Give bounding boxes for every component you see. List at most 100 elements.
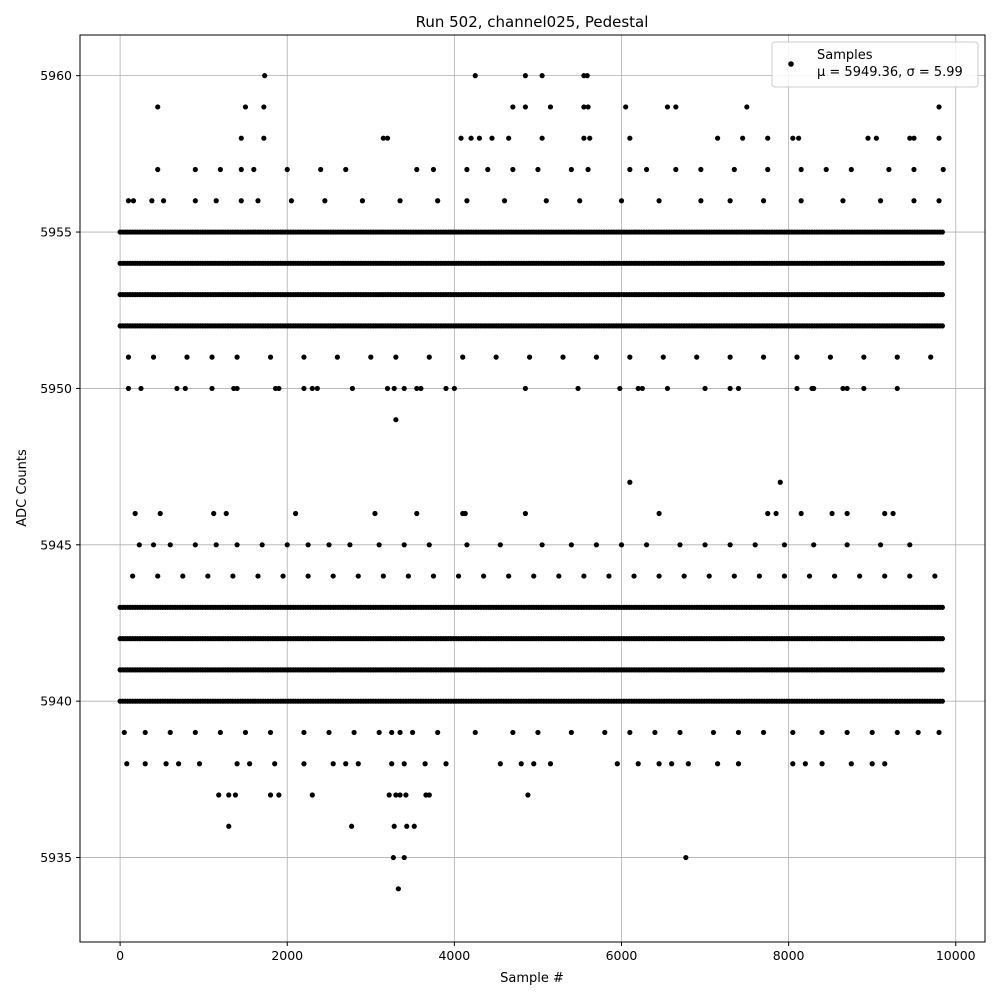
data-point [376,729,382,736]
data-point [844,542,850,548]
data-point [740,135,746,141]
data-point [882,761,888,767]
data-point [627,135,633,141]
sample-band [117,323,945,329]
data-point [343,166,349,173]
data-point [539,73,545,79]
data-point [242,104,249,110]
data-point [907,542,913,548]
data-point [907,135,913,141]
data-point [522,510,528,517]
data-point [731,166,737,173]
data-point [223,510,229,517]
data-point [639,385,645,392]
data-point [890,510,896,517]
data-point [526,354,533,360]
data-point [735,761,742,767]
data-point [940,166,946,173]
data-point [205,573,211,579]
data-point [698,166,704,173]
data-point [397,729,403,736]
data-point [426,354,432,360]
data-point [585,104,591,110]
data-point [149,198,155,204]
data-point [894,385,900,392]
data-point [255,198,261,204]
data-point [348,823,355,829]
data-point [174,385,180,392]
data-point [238,198,244,204]
data-point [124,761,130,767]
data-point [301,729,307,736]
data-point [694,354,700,360]
data-point [391,385,397,392]
data-point [727,354,733,360]
data-point [673,104,679,110]
data-point [443,761,449,767]
data-point [669,761,675,767]
data-point [882,510,888,517]
data-point [656,761,662,767]
data-point [727,198,733,204]
data-point [462,510,468,517]
data-point [460,354,466,360]
data-point [683,854,689,861]
data-point [262,73,268,79]
data-point [794,354,800,360]
data-point [652,729,658,736]
data-point [401,385,407,392]
sample-band [117,291,945,298]
data-point [489,135,495,141]
data-point [882,573,888,579]
data-point [380,135,386,141]
data-point [247,761,253,767]
data-point [677,729,683,736]
data-point [617,385,623,392]
data-point [211,510,217,517]
data-point [857,573,863,579]
data-point [806,573,813,579]
data-point [435,198,441,204]
data-point [251,166,257,173]
sample-band [117,604,945,610]
data-point [525,792,531,798]
data-point [819,761,825,767]
data-point [142,761,148,767]
data-point [840,198,846,204]
data-point [939,291,945,298]
data-point [877,198,884,204]
data-point [581,104,587,110]
data-point [581,573,587,579]
data-point [121,729,127,736]
data-point [414,166,420,173]
data-point [242,729,249,736]
data-point [226,823,232,829]
data-point [568,542,574,548]
data-point [894,729,900,736]
data-point [765,135,771,141]
legend-stats: μ = 5949.36, σ = 5.99 [817,65,963,80]
data-point [656,198,662,204]
data-point [409,729,416,736]
data-point [760,729,767,736]
data-point [710,729,717,736]
data-point [819,729,825,736]
x-tick-label: 6000 [606,948,638,963]
data-point [485,166,491,173]
data-point [403,792,409,798]
data-point [777,479,783,485]
data-point [798,198,804,204]
data-point [635,385,641,392]
data-point [430,166,437,173]
data-point [531,761,537,767]
data-point [167,542,173,548]
data-point [560,354,566,360]
data-point [130,573,136,579]
data-point [939,260,945,266]
data-point [798,166,804,173]
sample-band [117,667,945,673]
y-axis-ticks: 5935 5940 5945 5950 5955 5960 [40,68,80,865]
data-point [418,385,424,392]
